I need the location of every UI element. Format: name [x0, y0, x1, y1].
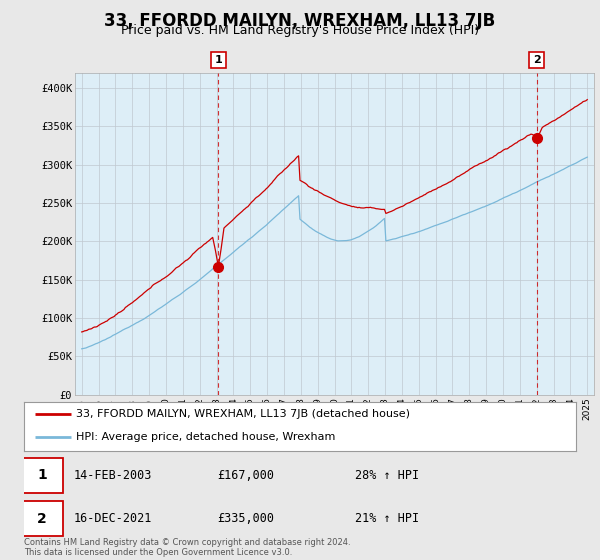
Text: £167,000: £167,000	[217, 469, 274, 482]
Text: 2: 2	[533, 55, 541, 65]
Text: 1: 1	[37, 468, 47, 482]
Text: Price paid vs. HM Land Registry's House Price Index (HPI): Price paid vs. HM Land Registry's House …	[121, 24, 479, 37]
Text: Contains HM Land Registry data © Crown copyright and database right 2024.
This d: Contains HM Land Registry data © Crown c…	[24, 538, 350, 557]
FancyBboxPatch shape	[21, 458, 62, 493]
Text: 14-FEB-2003: 14-FEB-2003	[74, 469, 152, 482]
Text: 16-DEC-2021: 16-DEC-2021	[74, 512, 152, 525]
Text: 33, FFORDD MAILYN, WREXHAM, LL13 7JB (detached house): 33, FFORDD MAILYN, WREXHAM, LL13 7JB (de…	[76, 409, 410, 419]
FancyBboxPatch shape	[21, 501, 62, 536]
Text: 28% ↑ HPI: 28% ↑ HPI	[355, 469, 419, 482]
Text: 2: 2	[37, 512, 47, 525]
Text: HPI: Average price, detached house, Wrexham: HPI: Average price, detached house, Wrex…	[76, 432, 336, 442]
Text: 1: 1	[214, 55, 222, 65]
Text: 21% ↑ HPI: 21% ↑ HPI	[355, 512, 419, 525]
Text: 33, FFORDD MAILYN, WREXHAM, LL13 7JB: 33, FFORDD MAILYN, WREXHAM, LL13 7JB	[104, 12, 496, 30]
Text: £335,000: £335,000	[217, 512, 274, 525]
